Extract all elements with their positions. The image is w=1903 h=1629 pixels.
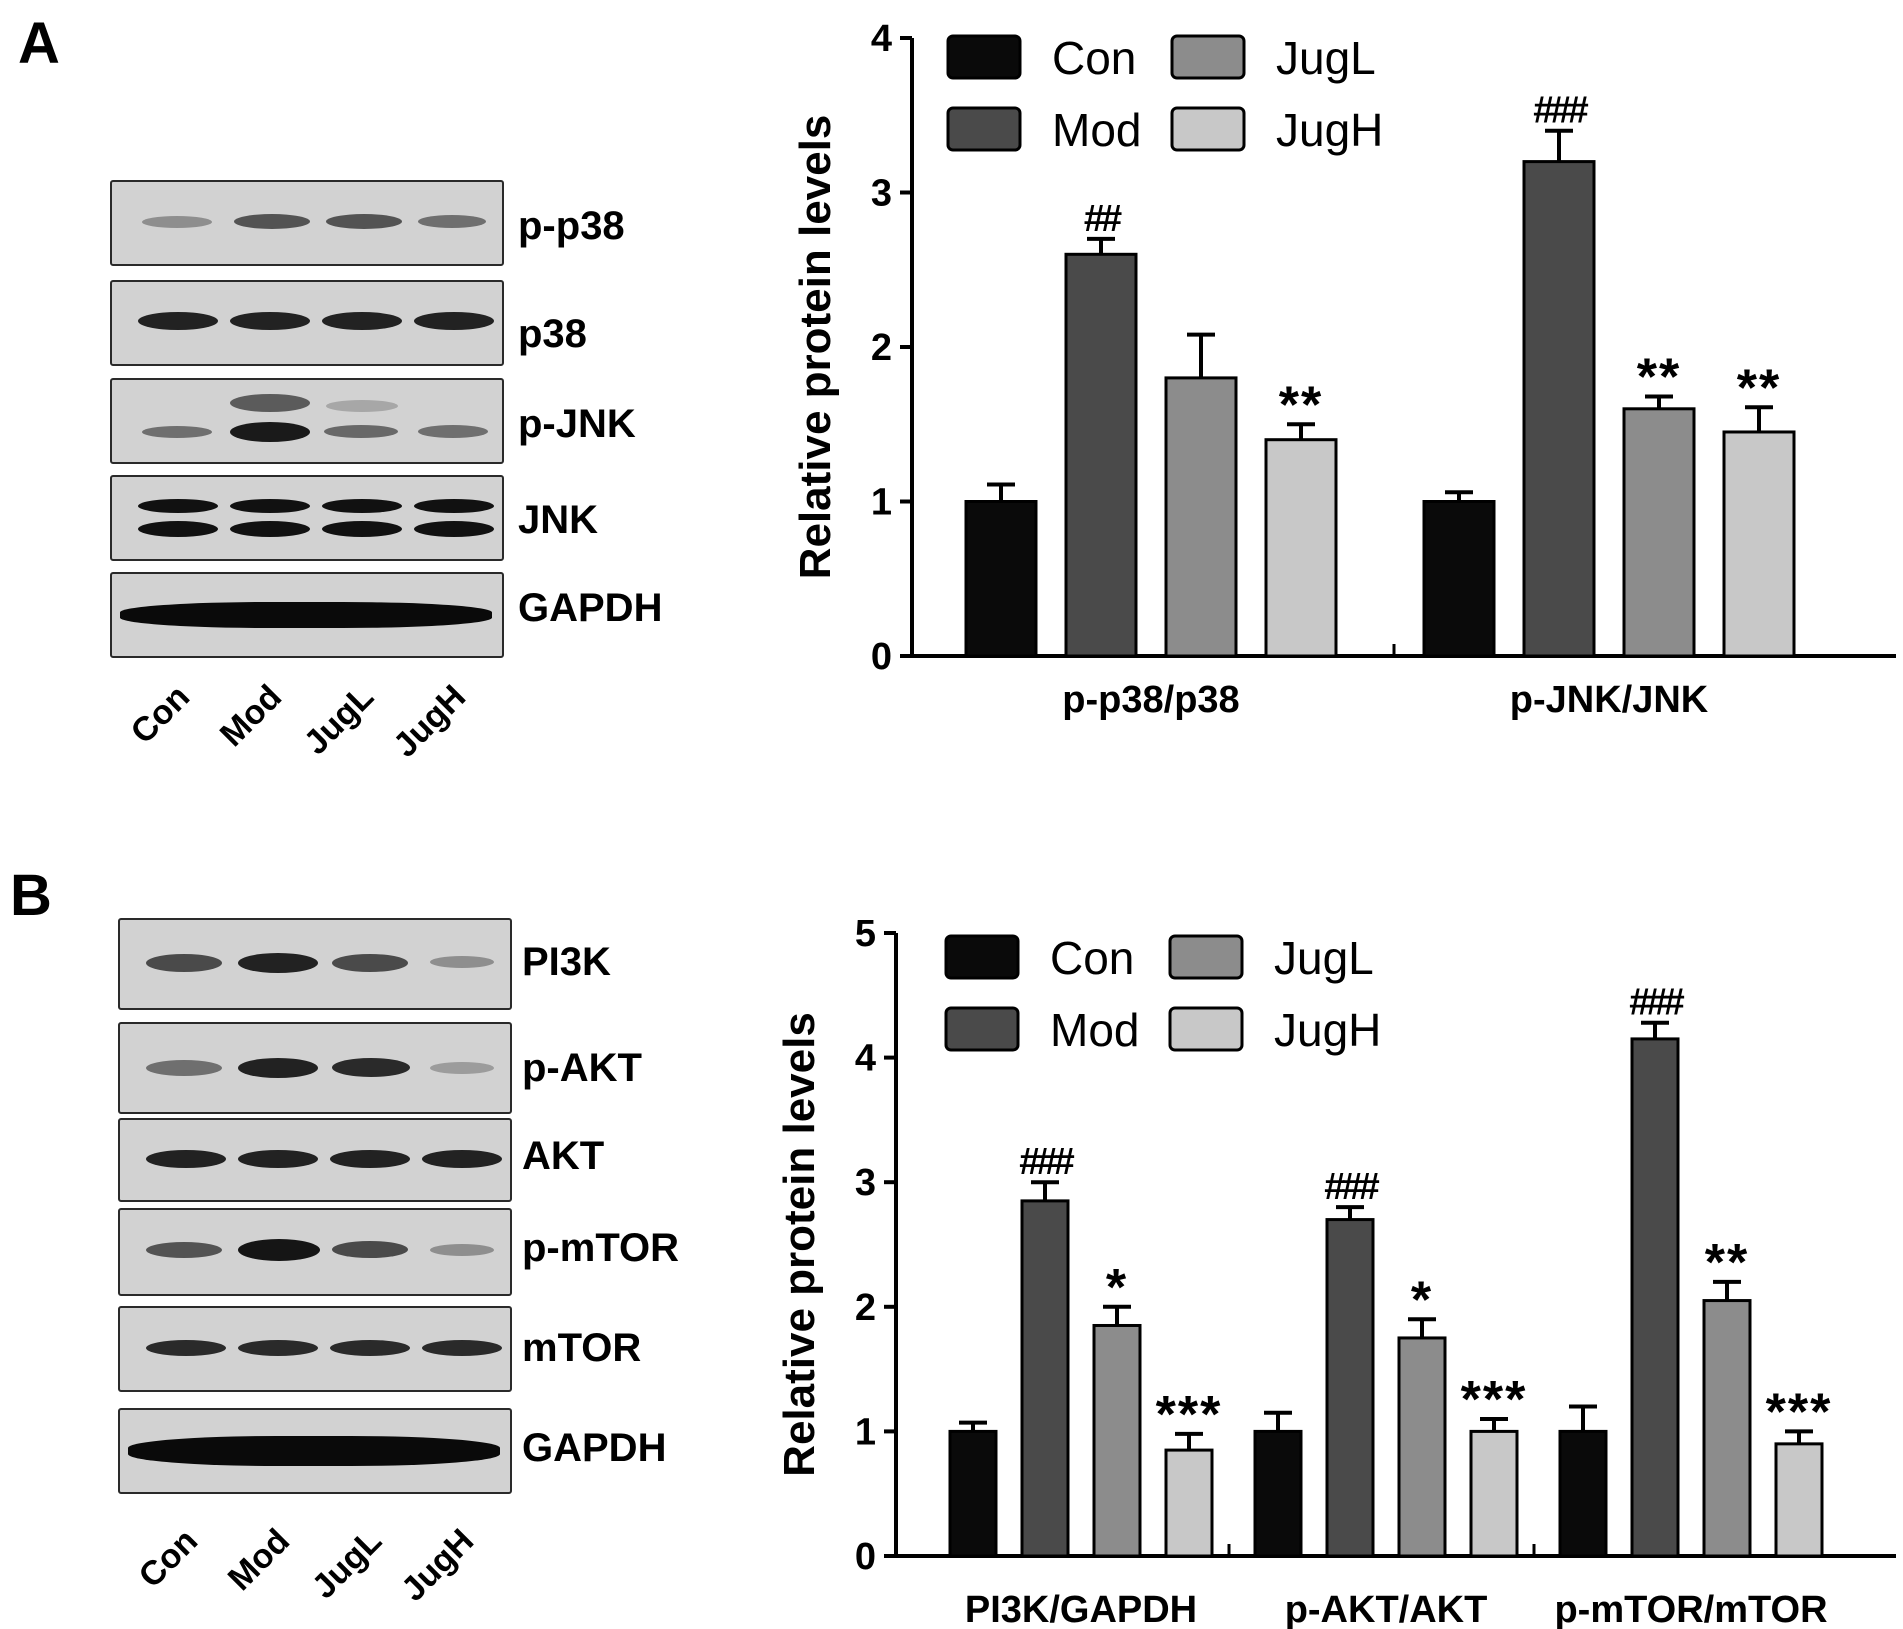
legend-label: JugH (1276, 104, 1383, 156)
blot-row-akt (118, 1118, 512, 1202)
y-tick-label: 4 (855, 1038, 876, 1080)
legend-swatch (1168, 934, 1244, 980)
significance-mark: ### (1629, 982, 1684, 1024)
significance-mark: *** (1156, 1386, 1223, 1444)
significance-mark: * (1411, 1271, 1433, 1329)
significance-mark: * (1106, 1259, 1128, 1317)
category-label: p-p38/p38 (1062, 679, 1239, 721)
significance-mark: ### (1019, 1141, 1074, 1183)
y-tick-label: 3 (855, 1162, 876, 1204)
legend-label: JugL (1276, 32, 1376, 84)
blot-label-p-akt: p-AKT (522, 1046, 642, 1090)
y-tick-label: 4 (871, 18, 892, 60)
panel-letter-b: B (10, 863, 52, 928)
legend-label: Con (1050, 932, 1134, 984)
bar-mod-0 (1020, 1199, 1070, 1558)
significance-mark: ## (1084, 198, 1122, 240)
blot-row-pi3k (118, 918, 512, 1010)
bar-jugh-0 (1164, 1448, 1214, 1558)
panel-letter-a: A (18, 11, 60, 76)
bar-jugl-1 (1622, 407, 1696, 658)
significance-mark: ** (1637, 348, 1681, 406)
legend-label: Con (1052, 32, 1136, 84)
blot-label-p38: p38 (518, 312, 587, 356)
blot-row-jnk (110, 475, 504, 561)
y-axis-label: Relative protein levels (775, 1012, 824, 1477)
category-label: p-AKT/AKT (1285, 1589, 1488, 1629)
bar-con-2 (1558, 1429, 1608, 1558)
blot-row-p-p38 (110, 180, 504, 266)
bar-jugl-2 (1702, 1299, 1752, 1558)
category-label: PI3K/GAPDH (965, 1589, 1197, 1629)
legend-label: JugH (1274, 1004, 1381, 1056)
blot-row-p-akt (118, 1022, 512, 1114)
blot-label-p-jnk: p-JNK (518, 402, 636, 446)
significance-mark: ** (1705, 1234, 1749, 1292)
bar-mod-1 (1325, 1218, 1375, 1558)
blot-row-p-jnk (110, 378, 504, 464)
blot-row-mtor (118, 1306, 512, 1392)
blot-label-gapdh-a: GAPDH (518, 586, 663, 630)
category-label: p-mTOR/mTOR (1554, 1589, 1827, 1629)
y-tick-label: 1 (871, 482, 892, 524)
bar-jugl-0 (1092, 1323, 1142, 1558)
bar-jugl-0 (1164, 376, 1238, 658)
bar-mod-1 (1522, 160, 1596, 658)
legend-label: Mod (1052, 104, 1141, 156)
blot-label-p-p38: p-p38 (518, 204, 625, 248)
significance-mark: *** (1766, 1383, 1833, 1441)
bar-con-0 (948, 1429, 998, 1558)
y-axis-label: Relative protein levels (791, 115, 840, 580)
legend-swatch (944, 1006, 1020, 1052)
blot-row-p38 (110, 280, 504, 366)
y-tick-label: 3 (871, 173, 892, 215)
y-tick-label: 0 (871, 636, 892, 678)
bar-mod-0 (1064, 252, 1138, 658)
bar-con-0 (964, 500, 1038, 658)
blot-label-pi3k: PI3K (522, 940, 611, 984)
bar-mod-2 (1630, 1037, 1680, 1558)
bar-chart-a: 0 1 2 3 4 Relative protein levels ## ** p-p38/p3… (791, 18, 1896, 721)
legend-swatch (1170, 34, 1246, 80)
y-tick-label: 2 (855, 1287, 876, 1329)
blot-row-p-mtor (118, 1208, 512, 1296)
blot-label-mtor: mTOR (522, 1326, 642, 1370)
blot-label-akt: AKT (522, 1134, 605, 1178)
category-label: p-JNK/JNK (1510, 679, 1709, 721)
significance-mark: *** (1461, 1371, 1528, 1429)
legend-label: Mod (1050, 1004, 1139, 1056)
legend-swatch (944, 934, 1020, 980)
blot-row-gapdh-a (110, 572, 504, 658)
legend-swatch (946, 106, 1022, 152)
bar-con-1 (1422, 500, 1496, 658)
bar-jugh-1 (1722, 430, 1796, 658)
bar-jugh-1 (1469, 1429, 1519, 1558)
bar-jugh-0 (1264, 438, 1338, 658)
legend-swatch (1170, 106, 1246, 152)
bar-jugh-2 (1774, 1442, 1824, 1558)
significance-mark: ### (1533, 90, 1588, 132)
significance-mark: ** (1279, 376, 1323, 434)
y-tick-label: 0 (855, 1536, 876, 1578)
legend-swatch (1168, 1006, 1244, 1052)
blot-row-gapdh-b (118, 1408, 512, 1494)
significance-mark: ** (1737, 359, 1781, 417)
legend-label: JugL (1274, 932, 1374, 984)
bar-con-1 (1253, 1429, 1303, 1558)
blot-label-jnk: JNK (518, 498, 599, 542)
legend-swatch (946, 34, 1022, 80)
y-tick-label: 5 (855, 913, 876, 955)
bar-jugl-1 (1397, 1336, 1447, 1558)
blot-label-p-mtor: p-mTOR (522, 1226, 680, 1270)
y-tick-label: 2 (871, 327, 892, 369)
significance-mark: ### (1324, 1166, 1379, 1208)
y-tick-label: 1 (855, 1411, 876, 1453)
blot-label-gapdh-b: GAPDH (522, 1426, 667, 1470)
